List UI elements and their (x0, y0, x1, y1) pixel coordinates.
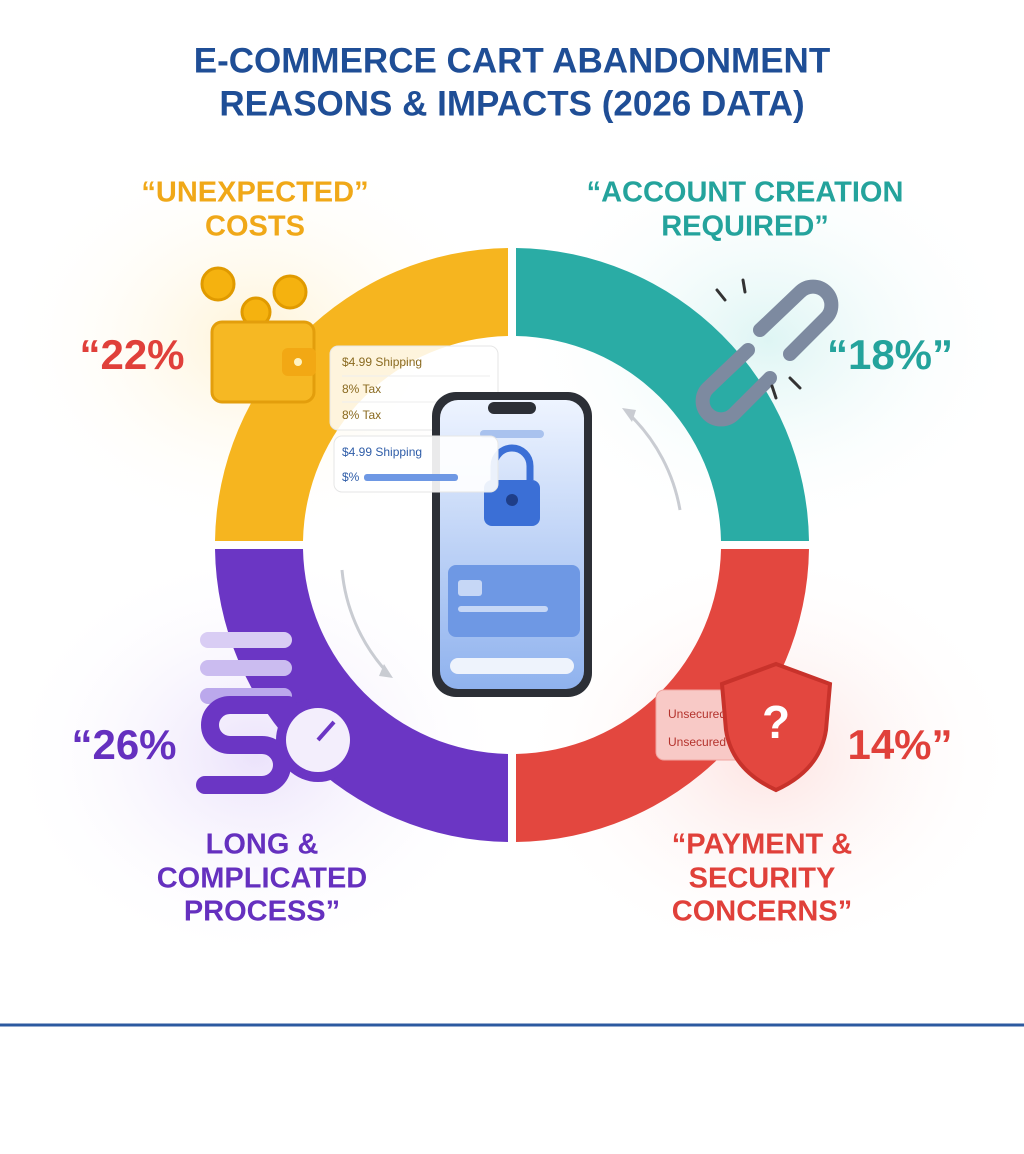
arrow-head (622, 408, 636, 422)
segment-title: REQUIRED” (661, 211, 829, 243)
arrow (340, 569, 387, 671)
segment-title: “UNEXPECTED” (141, 177, 368, 209)
title: REASONS & IMPACTS (2026 DATA) (219, 84, 804, 123)
wallet-icon (200, 266, 316, 404)
segment-value: “18%” (827, 331, 953, 378)
segment-title: COMPLICATED (157, 863, 368, 895)
segment-value: “22% (79, 331, 184, 378)
security-line: Unsecured (668, 735, 726, 749)
security-icon: Unsecured Unsecured ? (655, 661, 833, 793)
receipt-line: $% (342, 470, 360, 484)
segment-title: “PAYMENT & (672, 829, 853, 861)
ring-segment (516, 248, 809, 541)
segment-value: 14%” (847, 721, 952, 768)
arrow-head (379, 664, 393, 678)
segment-title: LONG & (206, 829, 319, 861)
arrow (628, 413, 682, 511)
receipt-line: 8% Tax (342, 408, 381, 422)
receipt-line: $4.99 Shipping (342, 355, 422, 369)
svg-text:?: ? (762, 696, 790, 748)
segment-value: “26% (71, 721, 176, 768)
segment-title: CONCERNS” (672, 896, 852, 928)
title: E-COMMERCE CART ABANDONMENT (194, 41, 830, 80)
segment-title: SECURITY (689, 863, 836, 895)
process-icon (196, 632, 360, 794)
segment-title: COSTS (205, 211, 305, 243)
security-line: Unsecured (668, 707, 726, 721)
chain-icon (695, 278, 839, 427)
receipt-line: 8% Tax (342, 382, 381, 396)
ring-segment (215, 549, 508, 842)
receipt-line: $4.99 Shipping (342, 445, 422, 459)
segment-title: “ACCOUNT CREATION (587, 177, 904, 209)
receipt-card: $4.99 Shipping $% (333, 435, 499, 493)
segment-title: PROCESS” (184, 896, 340, 928)
